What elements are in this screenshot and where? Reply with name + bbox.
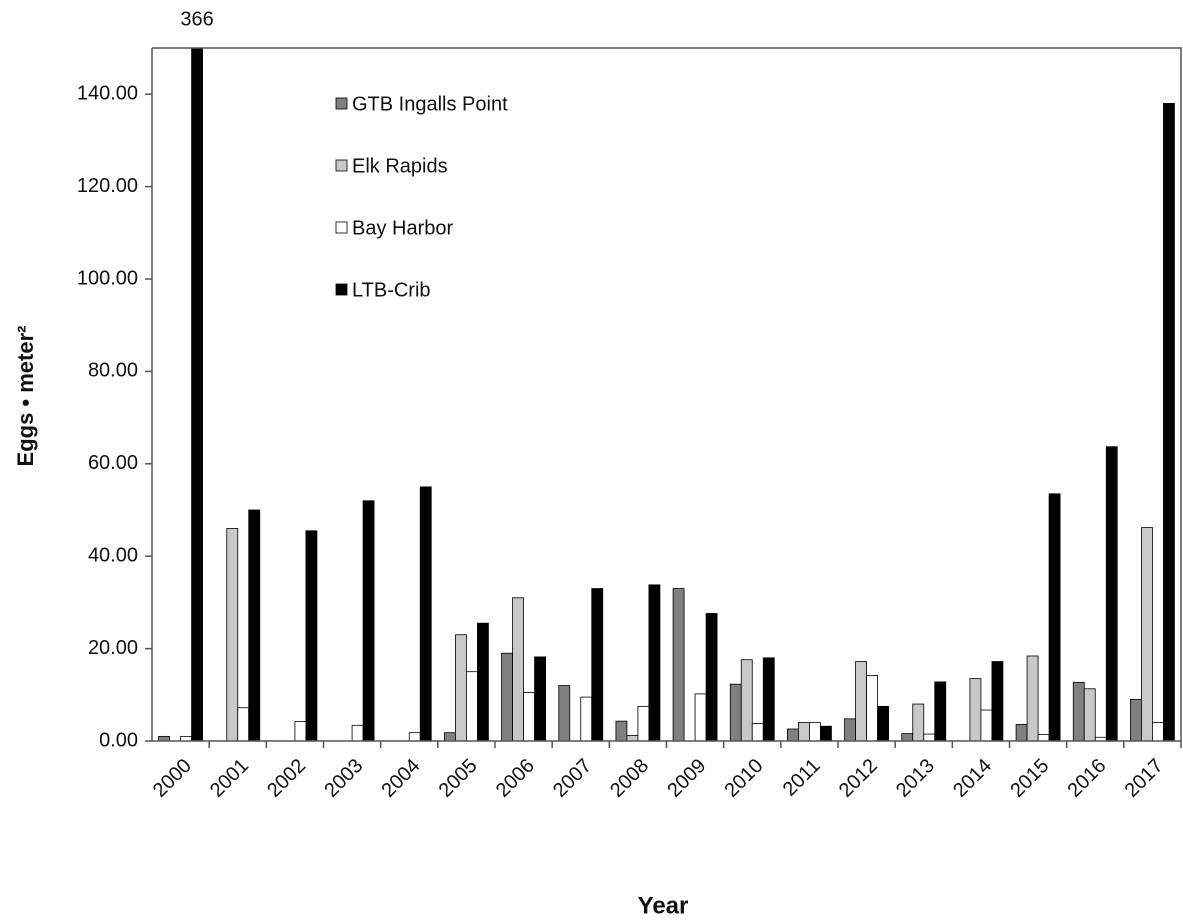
bar <box>969 678 982 742</box>
x-tick-label: 2016 <box>1063 755 1110 802</box>
x-tick-label: 2002 <box>263 755 310 802</box>
y-tick-label: 80.00 <box>88 360 138 382</box>
bar <box>1105 446 1118 742</box>
bar <box>787 728 799 742</box>
legend-swatch <box>335 97 348 110</box>
x-tick-label: 2008 <box>606 755 653 802</box>
bar <box>362 500 375 742</box>
bar <box>534 656 546 742</box>
bar <box>705 613 718 742</box>
value-label: 366 <box>180 8 213 30</box>
y-tick-label: 100.00 <box>77 267 138 289</box>
x-tick-label: 2011 <box>779 755 825 801</box>
x-tick-label: 2010 <box>720 755 767 802</box>
bar <box>1152 722 1164 742</box>
y-tick-label: 0.00 <box>99 729 138 751</box>
bar <box>615 720 628 742</box>
bars <box>158 48 1175 742</box>
bar <box>248 509 261 742</box>
legend-swatch <box>335 221 348 234</box>
x-tick-label: 2006 <box>492 755 539 802</box>
bar <box>855 661 867 742</box>
bar <box>1048 493 1061 742</box>
bar <box>558 685 571 742</box>
bar <box>466 671 478 742</box>
bar <box>1163 103 1175 742</box>
bar <box>455 634 467 742</box>
bar <box>694 693 707 742</box>
bar <box>923 733 936 742</box>
bar <box>1072 681 1085 742</box>
bar <box>809 722 821 742</box>
bar <box>351 724 364 742</box>
bar <box>191 48 203 742</box>
bar <box>1026 655 1039 742</box>
bar <box>729 683 742 742</box>
legend-swatch <box>335 159 348 172</box>
bar <box>305 530 318 742</box>
bar <box>740 659 753 742</box>
bar <box>751 723 764 742</box>
x-axis-title: Year <box>638 892 689 919</box>
bar <box>820 725 832 742</box>
bar <box>626 735 639 742</box>
bar <box>237 707 250 742</box>
bar <box>1083 688 1096 742</box>
x-tick-label: 2015 <box>1006 755 1053 802</box>
bar <box>591 588 604 742</box>
bar <box>501 652 513 742</box>
bar <box>477 622 489 742</box>
bar <box>294 721 307 742</box>
bar <box>912 703 925 742</box>
bar <box>648 584 661 742</box>
bar <box>1015 723 1028 742</box>
bar <box>934 681 947 742</box>
bar <box>980 709 993 742</box>
bar <box>877 705 889 742</box>
bar <box>991 661 1004 742</box>
bar <box>672 588 685 742</box>
x-tick-label: 2012 <box>835 755 882 802</box>
y-axis-title: Eggs • meter² <box>13 326 38 467</box>
legend-label: GTB Ingalls Point <box>352 93 508 115</box>
legend-label: Elk Rapids <box>352 155 448 177</box>
x-tick-label: 2013 <box>892 755 939 802</box>
bar <box>512 597 524 742</box>
legend-label: Bay Harbor <box>352 217 453 239</box>
x-tick-label: 2003 <box>320 755 367 802</box>
y-tick-label: 20.00 <box>88 637 138 659</box>
x-tick-label: 2001 <box>206 755 253 802</box>
y-tick-label: 40.00 <box>88 544 138 566</box>
x-tick-label: 2017 <box>1121 755 1168 802</box>
legend-label: LTB-Crib <box>352 279 431 301</box>
x-tick-label: 2007 <box>549 755 596 802</box>
x-tick-label: 2009 <box>663 755 710 802</box>
bar <box>637 705 650 742</box>
bar <box>1037 734 1050 742</box>
bar <box>798 722 810 742</box>
bar <box>523 692 535 742</box>
bar <box>444 732 456 742</box>
bar <box>866 674 878 742</box>
bar <box>1141 527 1153 742</box>
y-tick-label: 60.00 <box>88 452 138 474</box>
bar <box>408 732 421 742</box>
x-tick-label: 2000 <box>149 755 196 802</box>
x-tick-label: 2004 <box>377 755 424 802</box>
bar <box>901 733 914 742</box>
bar <box>844 718 856 742</box>
bar <box>1130 699 1142 742</box>
y-tick-label: 120.00 <box>77 175 138 197</box>
bar <box>762 657 775 742</box>
x-tick-label: 2005 <box>435 755 482 802</box>
bar <box>580 696 593 742</box>
bar <box>419 486 432 742</box>
legend-swatch <box>335 283 348 296</box>
y-tick-label: 140.00 <box>77 82 138 104</box>
bar <box>226 528 239 742</box>
x-tick-label: 2014 <box>949 755 996 802</box>
